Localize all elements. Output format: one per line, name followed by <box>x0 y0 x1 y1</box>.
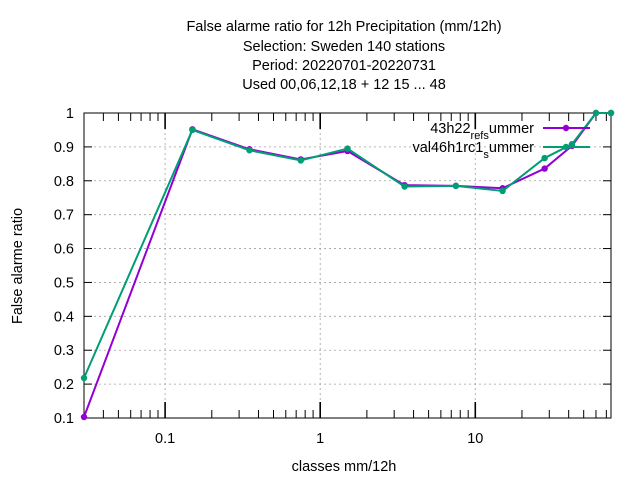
data-point <box>80 413 88 421</box>
y-tick-label: 0.2 <box>54 377 74 393</box>
y-axis-label: False alarme ratio <box>10 208 26 324</box>
y-tick-label: 0.6 <box>54 242 74 258</box>
chart-title: False alarme ratio for 12h Precipitation… <box>186 19 501 93</box>
data-point <box>80 374 88 382</box>
legend-label-part: s <box>483 130 489 142</box>
x-axis-label: classes mm/12h <box>292 459 397 475</box>
grid <box>84 113 611 418</box>
data-point <box>592 109 600 117</box>
y-tick-label: 0.7 <box>54 208 74 224</box>
data-point <box>607 109 615 117</box>
data-point <box>452 182 460 190</box>
series-group-item <box>80 109 615 382</box>
legend-label-part: s <box>483 149 489 161</box>
tick-labels: 0.1 0.2 0.3 0.4 0.5 0.6 0.7 0.8 0.9 1 0.1 1 10 <box>54 106 484 447</box>
y-tick-label: 0.1 <box>54 411 74 427</box>
series-line <box>83 112 611 418</box>
x-tick-label: 1 <box>316 431 324 447</box>
x-tick-label: 10 <box>467 431 483 447</box>
legend-label-part: val46h1rc1 <box>412 140 483 156</box>
title-line-2: Selection: Sweden 140 stations <box>243 39 445 55</box>
data-point <box>541 165 548 172</box>
title-line-4: Used 00,06,12,18 + 12 15 ... 48 <box>242 77 446 93</box>
legend-marker <box>562 143 570 151</box>
data-point <box>189 126 196 134</box>
legend-label: val46h1rc1summer <box>412 140 534 161</box>
legend-marker <box>562 124 570 132</box>
series-line <box>83 112 611 379</box>
legend-label-part: ummer <box>489 140 534 156</box>
series-lines <box>80 109 615 421</box>
y-tick-label: 0.8 <box>54 174 74 190</box>
legend-label-part: ref <box>471 130 485 142</box>
data-point <box>344 145 351 152</box>
y-tick-label: 1 <box>66 106 74 122</box>
data-point <box>499 187 506 195</box>
series-group-item <box>80 109 615 421</box>
data-point <box>297 157 305 164</box>
legend-label-part: 43h22 <box>430 121 470 137</box>
data-point <box>568 140 576 148</box>
data-point <box>541 154 548 162</box>
x-tick-label: 0.1 <box>155 431 175 447</box>
legend-label-part: ummer <box>489 121 534 137</box>
data-point <box>246 147 253 154</box>
data-point <box>401 183 408 190</box>
title-line-3: Period: 20220701-20220731 <box>252 58 436 74</box>
axis-ticks <box>84 112 611 419</box>
plot-frame <box>83 112 612 419</box>
y-tick-label: 0.9 <box>54 140 74 156</box>
legend-label: 43h22refsummer <box>430 121 534 142</box>
y-tick-label: 0.3 <box>54 343 74 359</box>
title-line-1: False alarme ratio for 12h Precipitation… <box>186 19 501 35</box>
y-tick-label: 0.5 <box>54 275 74 291</box>
y-tick-label: 0.4 <box>54 309 74 325</box>
